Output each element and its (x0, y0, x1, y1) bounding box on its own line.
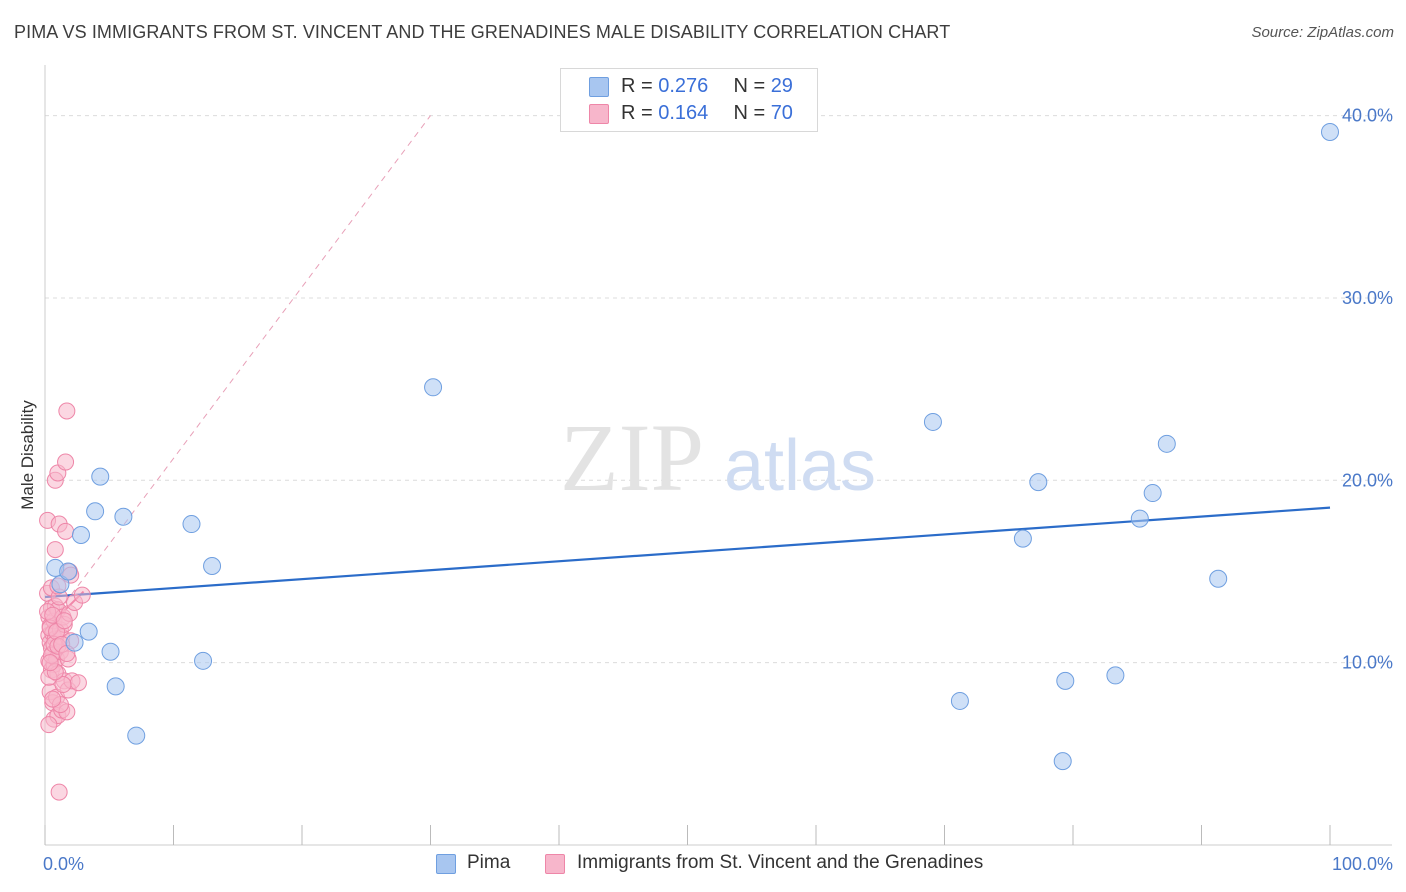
y-tick-label: 30.0% (1342, 288, 1393, 308)
pima-point (1321, 123, 1339, 141)
pima-point (923, 412, 942, 431)
pima-point (59, 562, 78, 581)
pima-point (1013, 529, 1032, 548)
pima-point (424, 378, 443, 397)
watermark-zip: ZIP (560, 404, 704, 511)
svg-point (57, 522, 75, 540)
svg-point (57, 453, 75, 471)
source-label: Source: ZipAtlas.com (1251, 24, 1394, 41)
pima-stats-row: R = 0.276 N = 29 (621, 75, 793, 98)
y-tick-label: 10.0% (1342, 653, 1393, 673)
svg-point (54, 676, 72, 694)
pima-n-label: N = (733, 75, 766, 97)
pima-point (71, 526, 90, 544)
y-tick-label: 20.0% (1342, 470, 1393, 490)
data-points (39, 123, 1339, 801)
legend-svg-label: Immigrants from St. Vincent and the Gren… (577, 852, 984, 873)
pima-point (203, 557, 222, 575)
pima-point (65, 633, 84, 652)
trend-lines (44, 115, 1331, 631)
svg-n-value: 70 (770, 102, 793, 124)
svg-point (46, 541, 64, 559)
pima-point (1056, 671, 1075, 690)
svg-point (69, 674, 87, 692)
pima-r-value: 0.276 (658, 75, 709, 97)
svg-swatch (589, 104, 609, 124)
svg-trend-extended (44, 115, 431, 631)
pima-point (194, 651, 213, 670)
x-tick-label: 100.0% (1332, 854, 1393, 874)
pima-point (950, 691, 969, 710)
x-tick-label: 0.0% (43, 854, 84, 874)
legend-svg-swatch (545, 854, 565, 874)
pima-n-value: 29 (770, 75, 793, 97)
pima-trend-line (44, 506, 1331, 599)
svg-point (40, 716, 58, 734)
pima-point (1143, 484, 1162, 503)
pima-point (1106, 666, 1125, 685)
grid-lines (45, 115, 1390, 664)
svg-point (73, 586, 91, 604)
svg-point (58, 402, 76, 420)
pima-point (182, 515, 201, 534)
svg-point (50, 783, 68, 801)
watermark-atlas: atlas (724, 426, 876, 506)
svg-stats-row: R = 0.164 N = 70 (621, 102, 793, 125)
pima-point (114, 507, 133, 526)
svg-n-label: N = (733, 102, 766, 124)
axes (44, 65, 1392, 846)
pima-point (101, 642, 120, 661)
y-tick-label: 40.0% (1342, 106, 1393, 126)
pima-point (1209, 569, 1228, 588)
pima-point (91, 467, 110, 486)
legend-pima-swatch (436, 854, 456, 874)
pima-point (1157, 434, 1176, 453)
svg-r-label: R = (621, 102, 653, 124)
pima-point (79, 622, 98, 641)
pima-point (1130, 509, 1149, 528)
pima-point (1029, 473, 1048, 492)
legend-pima-label: Pima (467, 852, 511, 873)
watermark: ZIP atlas (560, 404, 876, 511)
svg-r-value: 0.164 (658, 102, 709, 124)
svg-point (44, 690, 62, 708)
stats-legend: R = 0.276 N = 29 R = 0.164 N = 70 (560, 68, 818, 132)
pima-point (106, 677, 125, 696)
pima-r-label: R = (621, 75, 653, 97)
pima-point (86, 502, 105, 521)
pima-swatch (589, 77, 609, 97)
chart-title: PIMA VS IMMIGRANTS FROM ST. VINCENT AND … (14, 22, 951, 42)
svg-point (55, 612, 73, 630)
pima-point (1053, 752, 1072, 771)
svg-point (41, 654, 59, 672)
tick-labels: 10.0% 20.0% 30.0% 40.0% 0.0% 100.0% (43, 106, 1393, 874)
pima-point (127, 726, 146, 745)
